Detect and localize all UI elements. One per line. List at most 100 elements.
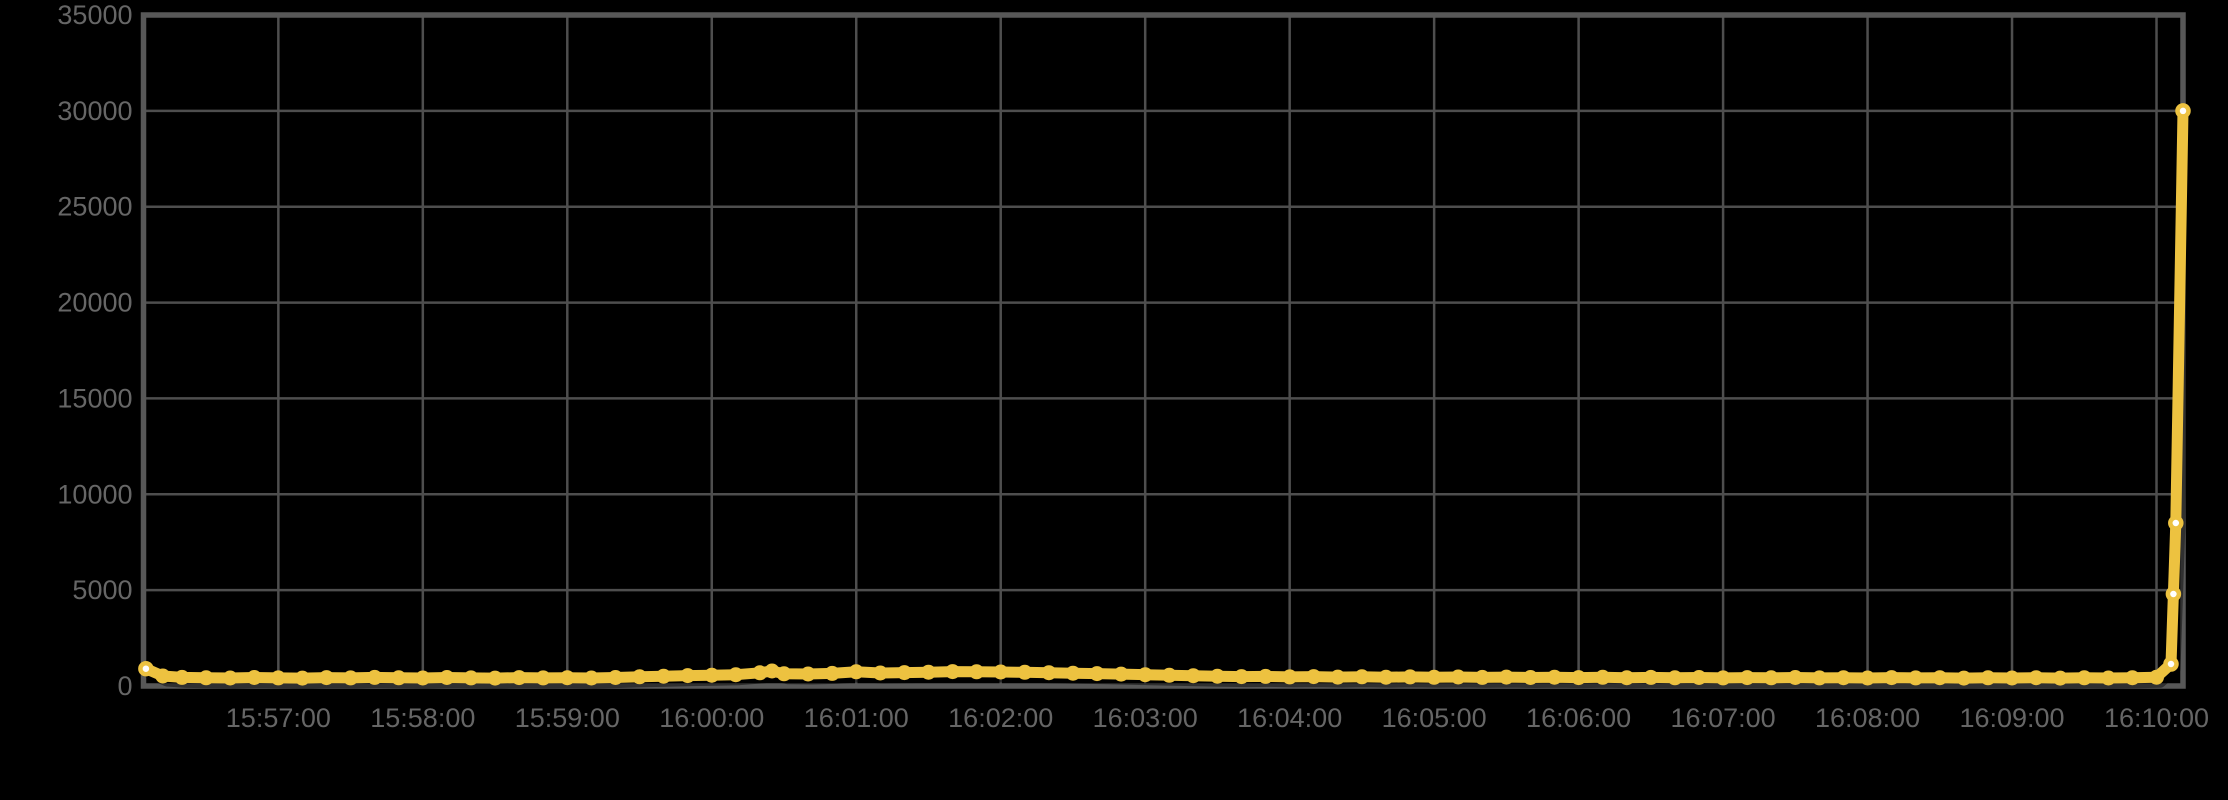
y-tick-label: 10000 [57,479,132,509]
y-tick-label: 5000 [72,575,132,605]
data-point [945,664,961,680]
data-point [1956,670,1972,686]
data-point [1402,669,1418,685]
y-tick-label: 20000 [57,288,132,318]
data-point [2076,670,2092,686]
data-point [511,670,527,686]
data-point-marker [2163,656,2179,672]
data-point [1185,668,1201,684]
y-tick-label: 25000 [57,192,132,222]
data-point [1234,669,1249,685]
data-point [1811,670,1827,686]
data-point [1282,669,1298,685]
x-tick-label: 16:08:00 [1815,703,1920,733]
data-point [1306,669,1322,685]
x-tick-label: 16:07:00 [1671,703,1776,733]
data-point [1932,670,1948,686]
x-tick-label: 16:00:00 [659,703,764,733]
x-tick-label: 15:59:00 [515,703,620,733]
x-tick-label: 16:01:00 [804,703,909,733]
data-point [1113,666,1129,682]
data-point [872,665,888,681]
data-point [1715,670,1731,686]
data-point [1258,668,1274,684]
x-tick-label: 15:58:00 [370,703,475,733]
data-point [1667,670,1683,686]
data-point [993,664,1009,680]
data-point [1571,670,1587,686]
data-point [294,670,310,686]
data-point [1474,669,1490,685]
data-point [1065,665,1081,681]
data-point [1426,669,1442,685]
x-tick-label: 16:06:00 [1526,703,1631,733]
x-tick-label: 15:57:00 [226,703,331,733]
data-point [824,665,840,681]
data-point [198,670,214,686]
x-tick-label: 16:04:00 [1237,703,1342,733]
data-point [1980,670,1996,686]
data-point [1787,670,1803,685]
data-point [2149,669,2164,685]
data-point [1643,669,1659,685]
data-point [463,670,479,686]
data-point [969,664,985,680]
data-point [487,670,503,686]
data-point [319,670,334,686]
x-tick-label: 16:09:00 [1959,703,2064,733]
data-point [270,670,286,686]
data-point [583,670,599,686]
data-point-marker [2168,515,2184,531]
data-point [559,670,575,686]
data-point [776,666,792,682]
data-point [2052,670,2068,686]
data-point [343,670,359,686]
y-tick-label: 30000 [57,96,132,126]
data-point [656,668,672,684]
data-point [439,670,455,685]
data-point [1089,666,1105,682]
data-point [1523,670,1538,685]
y-tick-label: 35000 [57,0,132,30]
data-point [1884,670,1900,686]
x-tick-label: 16:02:00 [948,703,1053,733]
data-point [752,665,768,681]
data-point [246,670,262,685]
data-point [2004,670,2020,686]
data-point [1041,665,1057,681]
data-point [535,670,551,686]
data-point [1354,669,1370,685]
data-point [1595,669,1611,685]
data-point [2028,670,2044,686]
plot-area-overlay[interactable] [144,15,2184,686]
data-point [367,669,383,685]
data-point [2100,670,2116,686]
data-point [1378,669,1394,685]
data-point [1450,669,1466,685]
data-point [1017,664,1033,680]
data-point [1739,670,1755,686]
data-point [728,667,744,683]
data-point-marker [2165,586,2182,602]
data-point [1330,669,1346,685]
data-point [391,670,407,686]
y-tick-label: 15000 [57,383,132,413]
data-point [174,669,190,685]
data-point [632,669,647,685]
data-point [921,664,936,680]
data-point [2124,670,2140,686]
data-point [222,670,238,686]
data-point-marker [2175,103,2191,119]
x-tick-label: 16:10:00 [2104,703,2209,733]
data-point-marker [138,660,154,677]
data-point [1161,667,1177,683]
y-tick-label: 0 [117,671,132,701]
data-point [415,670,431,686]
data-point [1498,669,1514,685]
data-point [1547,669,1562,685]
data-point [800,666,816,682]
data-point [608,670,623,685]
